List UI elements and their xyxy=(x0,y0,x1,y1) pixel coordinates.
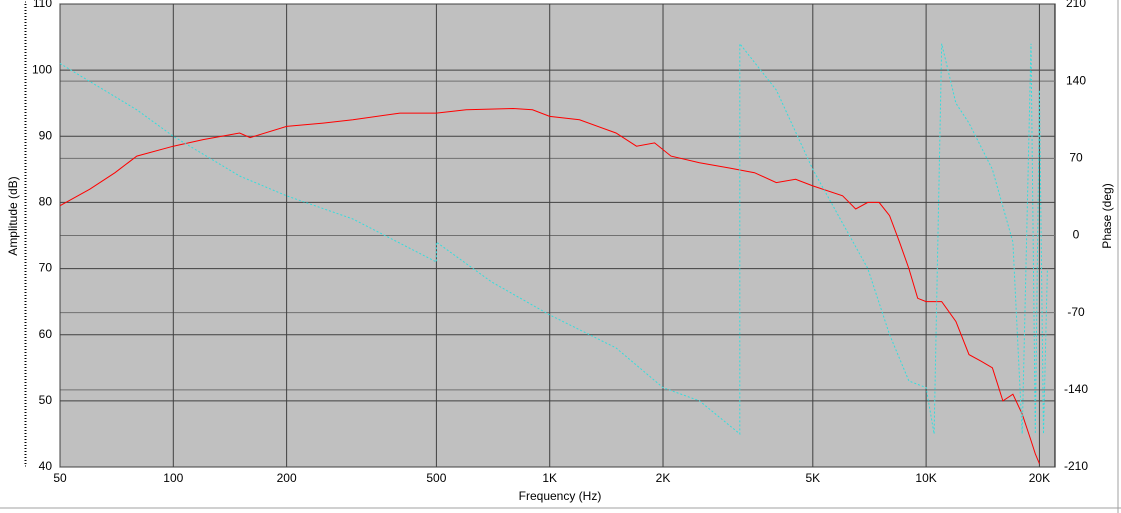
y-tick-label: 70 xyxy=(39,261,53,275)
y2-tick-label: 0 xyxy=(1073,228,1080,242)
y2-tick-label: 140 xyxy=(1066,73,1086,87)
x-tick-label: 200 xyxy=(277,471,297,485)
y-tick-label: 110 xyxy=(33,0,52,10)
y2-tick-label: -140 xyxy=(1064,382,1088,396)
y2-tick-label: 70 xyxy=(1069,151,1083,165)
series-line xyxy=(59,107,1040,464)
y-tick-label: 100 xyxy=(32,62,52,76)
x-tick-label: 50 xyxy=(53,471,67,485)
y-tick-label: 50 xyxy=(39,393,53,407)
y2-tick-label: -210 xyxy=(1064,459,1088,473)
x-tick-label: 5K xyxy=(805,471,820,485)
y-tick-label: 60 xyxy=(39,327,53,341)
series-line xyxy=(59,42,1048,435)
x-tick-label: 1K xyxy=(542,471,557,485)
x-tick-label: 10K xyxy=(915,471,936,485)
y-tick-label: 90 xyxy=(39,128,53,142)
x-tick-label: 500 xyxy=(426,471,446,485)
x-axis-label: Frequency (Hz) xyxy=(519,489,602,503)
x-tick-label: 100 xyxy=(163,471,183,485)
x-tick-label: 2K xyxy=(656,471,671,485)
focus-border xyxy=(24,1,27,467)
y-axis-label: Amplitude (dB) xyxy=(6,176,20,255)
y-tick-label: 40 xyxy=(39,459,53,473)
x-tick-label: 20K xyxy=(1029,471,1050,485)
y-tick-label: 80 xyxy=(39,195,53,209)
y2-tick-label: 210 xyxy=(1066,0,1086,10)
y2-axis-label: Phase (deg) xyxy=(1100,183,1114,248)
y2-tick-label: -70 xyxy=(1067,305,1085,319)
